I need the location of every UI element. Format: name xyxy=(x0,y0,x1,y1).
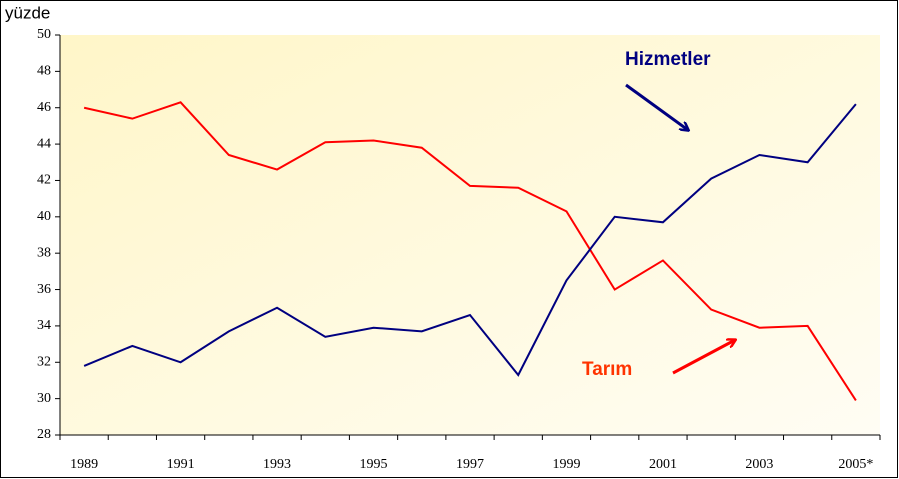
x-tick-label: 2005* xyxy=(838,457,873,472)
x-tick-label: 1995 xyxy=(360,457,388,472)
y-tick-label: 28 xyxy=(37,427,51,442)
y-tick-label: 34 xyxy=(37,318,51,333)
y-tick-label: 50 xyxy=(37,27,51,42)
y-tick-label: 44 xyxy=(37,136,51,151)
series-line xyxy=(83,103,857,377)
plot-area xyxy=(60,35,880,435)
y-tick-label: 40 xyxy=(37,209,51,224)
x-tick-label: 1999 xyxy=(552,457,580,472)
x-tick-label: 1997 xyxy=(456,457,484,472)
x-tick-label: 2001 xyxy=(649,457,677,472)
y-axis-label: yüzde xyxy=(5,3,50,22)
arrow xyxy=(672,340,735,375)
x-tick-label: 1989 xyxy=(70,457,98,472)
y-tick-label: 48 xyxy=(37,64,51,79)
y-tick-label: 30 xyxy=(37,391,51,406)
y-tick-label: 36 xyxy=(37,282,51,297)
y-tick-label: 38 xyxy=(37,245,51,260)
y-tick-label: 46 xyxy=(37,100,51,115)
y-tick-label: 42 xyxy=(37,173,51,188)
x-tick-label: 1993 xyxy=(263,457,291,472)
arrow xyxy=(625,83,688,130)
legend-label: Hizmetler xyxy=(625,49,711,70)
x-tick-label: 1991 xyxy=(167,457,195,472)
y-tick-label: 32 xyxy=(37,354,51,369)
x-tick-label: 2003 xyxy=(745,457,773,472)
series-line xyxy=(83,101,857,401)
legend-label: Tarım xyxy=(582,359,632,380)
